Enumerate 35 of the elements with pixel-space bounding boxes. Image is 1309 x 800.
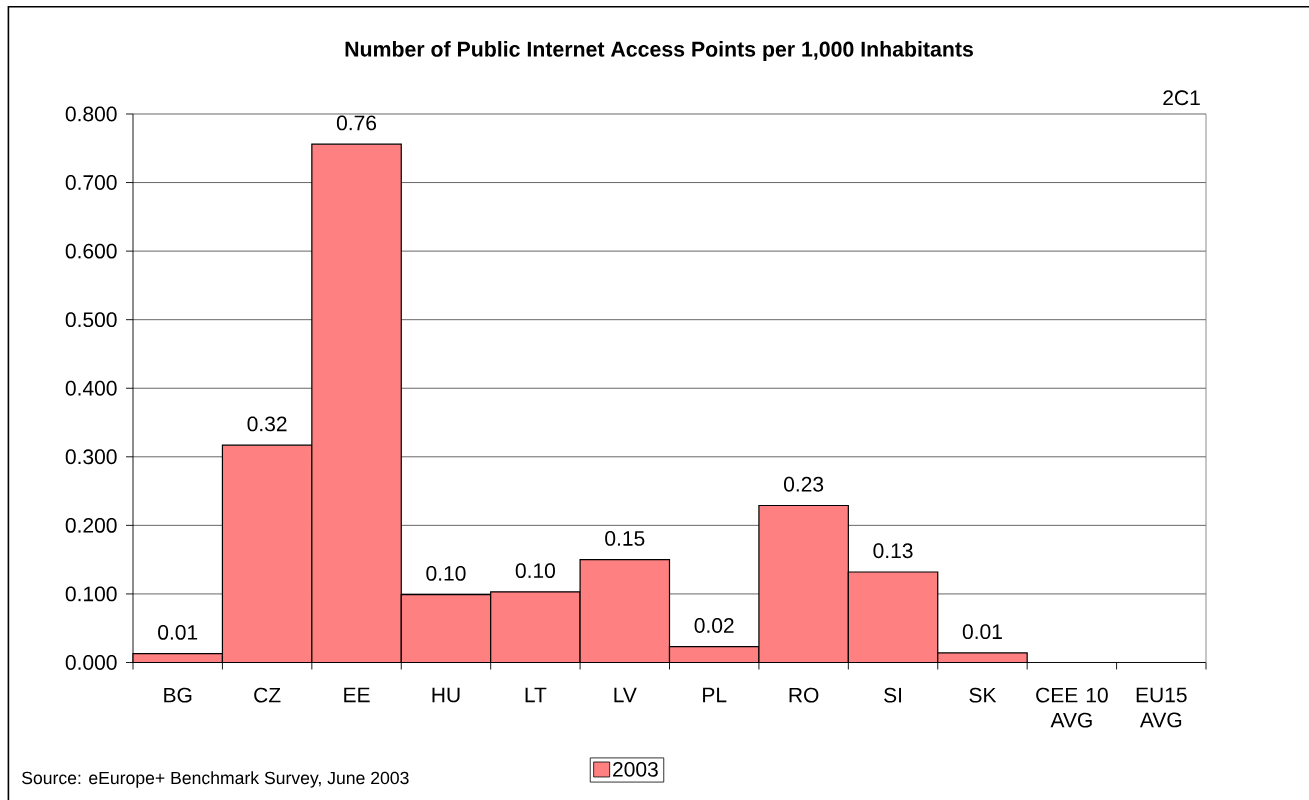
y-tick-label: 0.200 (65, 517, 117, 533)
x-tick-label: EU15 AVG (1136, 687, 1187, 728)
x-tick-label: CZ (254, 687, 281, 703)
y-tick-label: 0.500 (65, 312, 117, 328)
text: 2C1 (1163, 90, 1200, 106)
y-tick-label: 0.700 (65, 175, 117, 190)
data-label: 0.13 (873, 543, 913, 559)
x-tick-label: HU (432, 687, 460, 703)
data-label: 0.32 (247, 416, 287, 432)
data-label: 0.01 (158, 624, 198, 640)
x-tick-label: SI (884, 687, 902, 703)
data-label: 0.15 (605, 530, 645, 546)
data-label: 0.76 (336, 115, 377, 131)
x-tick-label: BG (164, 687, 192, 703)
source-note: Source: eEurope+ Benchmark Survey, June 2003 (22, 771, 409, 788)
data-label: 0.23 (784, 476, 824, 492)
data-label: 0.10 (515, 563, 555, 579)
data-label: 0.01 (962, 624, 1002, 640)
x-tick-label: LV (614, 687, 637, 703)
y-tick-label: 0.100 (65, 586, 117, 602)
x-tick-label: RO (789, 687, 819, 703)
x-tick-label: CEE 10 AVG (1036, 687, 1108, 728)
x-tick-label: EE (344, 687, 370, 703)
x-tick-label: SK (969, 687, 997, 703)
y-tick-label: 0.600 (65, 243, 117, 259)
legend-label: 2003 (613, 761, 658, 777)
x-tick-label: LT (525, 687, 547, 703)
data-label: 0.02 (694, 618, 734, 633)
y-tick-label: 0.400 (65, 380, 117, 396)
y-tick-label: 0.300 (65, 449, 117, 465)
y-tick-label: 0.000 (65, 655, 117, 670)
x-tick-label: PL (703, 687, 727, 703)
data-label: 0.10 (426, 565, 466, 581)
chart-title: Number of Public Internet Access Points per 1,000 Inhabitants (345, 41, 973, 61)
y-tick-label: 0.800 (65, 106, 117, 122)
